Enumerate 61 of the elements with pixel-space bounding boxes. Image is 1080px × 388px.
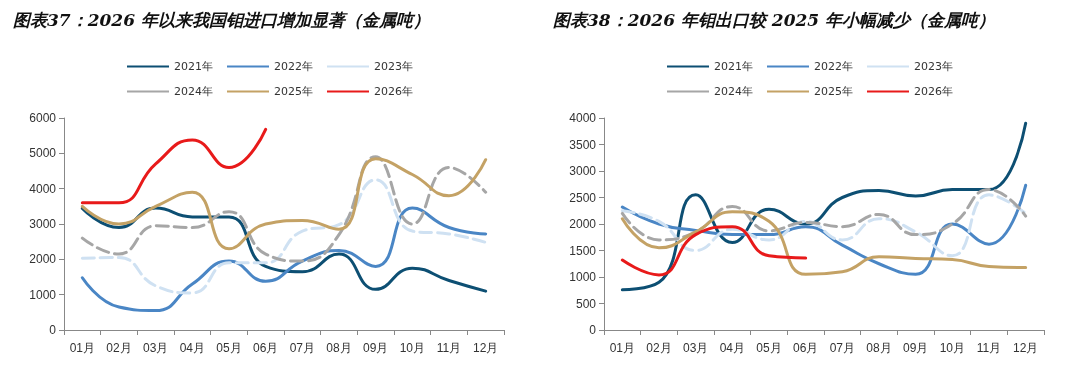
y-tick-label: 3500 — [569, 137, 597, 152]
legend-label: 2023年 — [914, 60, 953, 73]
x-tick-label: 09月 — [902, 341, 929, 355]
legend-label: 2024年 — [714, 85, 754, 98]
y-tick-label: 2000 — [569, 217, 597, 231]
x-tick-label: 02月 — [106, 341, 132, 355]
line-series — [620, 225, 808, 277]
x-tick-label: 10月 — [939, 341, 966, 355]
x-tick-label: 04月 — [179, 341, 206, 355]
y-tick-label: 4000 — [569, 111, 597, 125]
line-series — [620, 193, 1028, 258]
y-tick-label: 4000 — [29, 181, 57, 196]
y-tick-label: 1000 — [569, 270, 597, 284]
y-tick-label: 500 — [575, 296, 597, 311]
line-series — [80, 206, 488, 313]
x-tick-label: 06月 — [792, 341, 819, 355]
x-tick-label: 08月 — [326, 341, 352, 355]
legend-label: 2021年 — [174, 60, 214, 73]
y-tick-label: 1000 — [29, 287, 57, 302]
y-tick-label: 0 — [589, 323, 597, 337]
x-tick-label: 10月 — [399, 341, 426, 355]
legend-label: 2024年 — [174, 85, 214, 98]
x-tick-label: 05月 — [216, 341, 242, 355]
line-series — [80, 178, 488, 295]
chart-title: 图表38：2026 年钼出口较 2025 年小幅减少（金属吨） — [553, 9, 996, 30]
legend-label: 2025年 — [814, 85, 853, 98]
x-tick-label: 02月 — [646, 341, 672, 355]
x-tick-label: 04月 — [719, 341, 746, 355]
x-tick-label: 01月 — [609, 341, 636, 355]
line-series — [80, 127, 268, 205]
x-tick-label: 11月 — [436, 341, 462, 355]
y-tick-label: 2000 — [29, 252, 57, 267]
line-series — [620, 210, 1028, 276]
x-tick-label: 03月 — [142, 341, 169, 355]
y-tick-label: 0 — [49, 323, 57, 337]
x-tick-label: 01月 — [69, 341, 96, 355]
legend-label: 2026年 — [374, 85, 413, 98]
y-tick-label: 6000 — [29, 111, 57, 125]
y-tick-label: 3000 — [29, 217, 57, 231]
legend-label: 2021年 — [714, 60, 754, 73]
chart-title: 图表37：2026 年以来我国钼进口增加显著（金属吨） — [13, 9, 430, 30]
x-tick-label: 09月 — [362, 341, 389, 355]
legend-label: 2023年 — [374, 60, 413, 73]
y-tick-label: 5000 — [29, 146, 57, 161]
x-tick-label: 12月 — [1012, 341, 1039, 355]
legend-label: 2022年 — [274, 60, 313, 73]
legend-label: 2026年 — [914, 85, 953, 98]
y-tick-label: 1500 — [569, 243, 597, 258]
y-tick-label: 3000 — [569, 164, 597, 178]
x-tick-label: 06月 — [252, 341, 279, 355]
x-tick-label: 12月 — [472, 341, 499, 355]
legend-label: 2025年 — [274, 85, 313, 98]
x-tick-label: 07月 — [289, 341, 316, 355]
x-tick-label: 07月 — [829, 341, 856, 355]
line-series — [620, 188, 1028, 242]
x-tick-label: 08月 — [866, 341, 892, 355]
y-tick-label: 2500 — [569, 190, 597, 205]
x-tick-label: 03月 — [682, 341, 709, 355]
x-tick-label: 05月 — [756, 341, 782, 355]
x-tick-label: 11月 — [976, 341, 1002, 355]
legend-label: 2022年 — [814, 60, 853, 73]
